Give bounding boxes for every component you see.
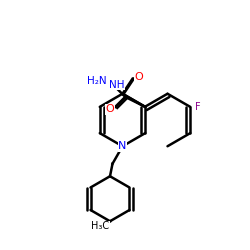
Text: H₂N: H₂N — [87, 76, 106, 86]
Text: O: O — [134, 72, 143, 83]
Text: NH: NH — [109, 80, 124, 90]
Text: F: F — [195, 102, 200, 112]
Text: N: N — [118, 141, 127, 151]
Text: O: O — [106, 104, 114, 115]
Text: H₃C: H₃C — [91, 221, 109, 231]
